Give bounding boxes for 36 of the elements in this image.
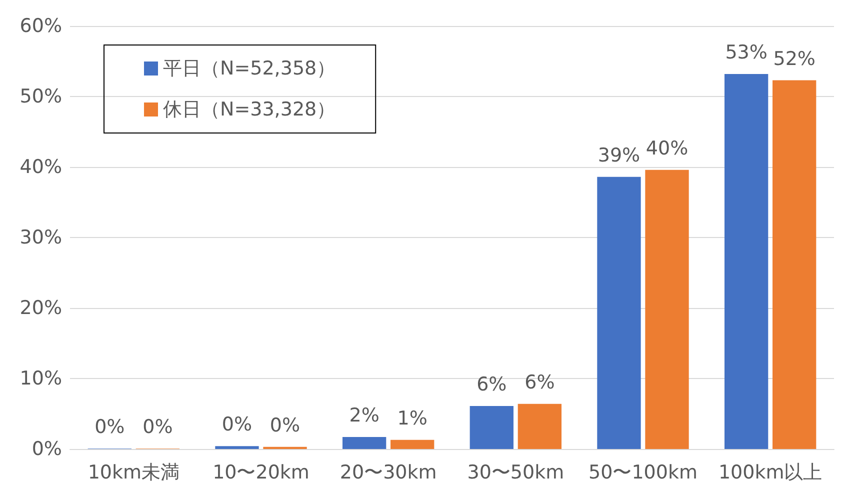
legend-label: 平日（N=52,358） [163, 58, 336, 80]
y-tick-label: 30% [20, 226, 62, 248]
bar [772, 80, 816, 449]
y-tick-label: 20% [20, 297, 62, 319]
y-tick-label: 40% [20, 156, 62, 178]
x-tick-label: 30〜50km [467, 462, 564, 484]
data-label: 2% [349, 404, 380, 427]
data-label: 53% [725, 41, 768, 64]
bar [645, 170, 689, 449]
data-label: 0% [270, 414, 300, 436]
data-label: 6% [524, 371, 555, 394]
bar [342, 437, 386, 449]
bar [724, 74, 768, 449]
y-tick-label: 50% [20, 86, 62, 108]
data-label: 39% [598, 144, 640, 166]
x-tick-label: 10〜20km [212, 462, 310, 484]
bar [597, 176, 641, 449]
legend-label: 休日（N=33,328） [163, 98, 336, 120]
data-label: 40% [646, 137, 688, 160]
y-tick-label: 0% [32, 438, 62, 460]
y-tick-label: 60% [20, 15, 62, 37]
x-tick-label: 10km未満 [88, 462, 180, 484]
data-label: 1% [397, 407, 428, 430]
data-label: 52% [773, 48, 816, 70]
data-label: 6% [476, 373, 507, 396]
x-tick-label: 100km以上 [718, 462, 822, 484]
data-label: 0% [222, 414, 252, 436]
bar [215, 446, 259, 449]
bar [390, 440, 434, 449]
x-tick-label: 50〜100km [588, 462, 698, 484]
x-tick-label: 20〜30km [340, 462, 437, 484]
data-label: 0% [94, 416, 125, 438]
data-label: 0% [142, 416, 173, 438]
y-tick-label: 10% [20, 368, 62, 390]
bar [470, 406, 514, 449]
bar [518, 404, 562, 449]
